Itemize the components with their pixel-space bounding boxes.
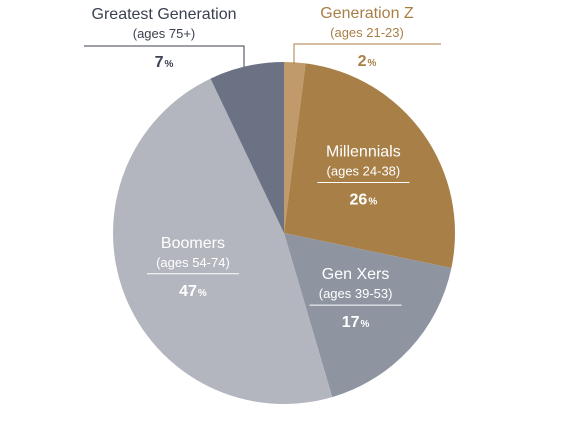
leader-generation-z <box>293 43 441 65</box>
percent-value: 17 <box>342 314 360 331</box>
slice-name: Greatest Generation <box>92 6 237 23</box>
label-generation-z: Generation Z (ages 21-23) 2% <box>320 5 414 70</box>
slice-percent: 7% <box>155 54 174 71</box>
percent-value: 26 <box>350 191 368 208</box>
slice-ages: (ages 54-74) <box>156 255 230 270</box>
slice-millennials <box>284 63 456 269</box>
slice-percent: 17% <box>342 314 370 331</box>
slice-name: Gen Xers <box>322 266 390 283</box>
pie-slices <box>113 62 456 404</box>
label-millennials: Millennials (ages 24-38) 26% <box>317 143 410 208</box>
slice-ages: (ages 24-38) <box>327 163 401 178</box>
label-leader-lines <box>84 43 441 67</box>
slice-gen-xers <box>284 233 452 398</box>
percent-value: 47 <box>179 283 197 300</box>
slice-percent: 26% <box>350 191 378 208</box>
percent-unit: % <box>368 58 377 69</box>
percent-unit: % <box>165 59 174 70</box>
slice-percent: 47% <box>179 283 207 300</box>
slice-ages: (ages 75+) <box>133 26 196 41</box>
label-greatest-generation: Greatest Generation (ages 75+) 7% <box>92 6 237 71</box>
percent-value: 7 <box>155 54 164 71</box>
slice-name: Generation Z <box>320 5 414 22</box>
slice-greatest-generation <box>210 62 284 233</box>
slice-name: Boomers <box>161 235 225 252</box>
slice-ages: (ages 21-23) <box>330 25 404 40</box>
slice-boomers <box>113 78 333 404</box>
slice-name: Millennials <box>326 143 401 160</box>
label-boomers: Boomers (ages 54-74) 47% <box>146 235 239 300</box>
percent-unit: % <box>198 288 207 299</box>
percent-unit: % <box>361 319 370 330</box>
slice-generation-z <box>284 62 306 233</box>
percent-value: 2 <box>358 53 367 70</box>
slice-percent: 2% <box>358 53 377 70</box>
percent-unit: % <box>368 196 377 207</box>
label-gen-xers: Gen Xers (ages 39-53) 17% <box>309 266 402 331</box>
leader-greatest-generation <box>84 45 245 67</box>
slice-labels: Generation Z (ages 21-23) 2% Millennials (ag… <box>92 5 414 331</box>
slice-ages: (ages 39-53) <box>319 286 393 301</box>
